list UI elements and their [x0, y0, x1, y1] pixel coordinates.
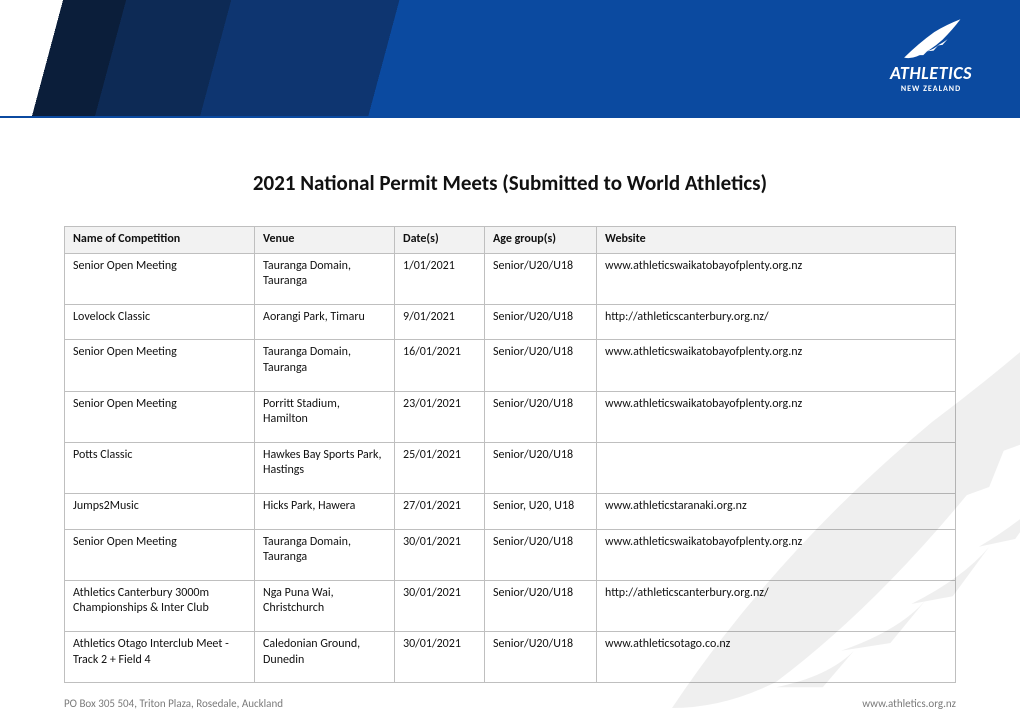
cell-venue: Caledonian Ground, Dunedin: [255, 631, 395, 682]
cell-venue: Hicks Park, Hawera: [255, 493, 395, 529]
cell-age: Senior/U20/U18: [485, 304, 597, 340]
cell-website: www.athleticswaikatobayofplenty.org.nz: [597, 391, 956, 442]
cell-website: www.athleticswaikatobayofplenty.org.nz: [597, 529, 956, 580]
cell-date: 23/01/2021: [395, 391, 485, 442]
col-name: Name of Competition: [65, 227, 255, 254]
col-website: Website: [597, 227, 956, 254]
cell-date: 25/01/2021: [395, 442, 485, 493]
cell-name: Senior Open Meeting: [65, 253, 255, 304]
content-area: 2021 National Permit Meets (Submitted to…: [0, 118, 1020, 683]
cell-name: Senior Open Meeting: [65, 529, 255, 580]
cell-website: [597, 442, 956, 493]
table-row: Potts Classic Hawkes Bay Sports Park, Ha…: [65, 442, 956, 493]
cell-date: 16/01/2021: [395, 340, 485, 391]
cell-date: 30/01/2021: [395, 580, 485, 631]
cell-venue: Nga Puna Wai, Christchurch: [255, 580, 395, 631]
brand-title: ATHLETICS: [890, 64, 972, 82]
cell-website: http://athleticscanterbury.org.nz/: [597, 580, 956, 631]
table-row: Athletics Canterbury 3000m Championships…: [65, 580, 956, 631]
cell-website: http://athleticscanterbury.org.nz/: [597, 304, 956, 340]
cell-venue: Hawkes Bay Sports Park, Hastings: [255, 442, 395, 493]
cell-website: www.athleticswaikatobayofplenty.org.nz: [597, 340, 956, 391]
cell-age: Senior/U20/U18: [485, 253, 597, 304]
table-body: Senior Open Meeting Tauranga Domain, Tau…: [65, 253, 956, 683]
cell-age: Senior, U20, U18: [485, 493, 597, 529]
cell-age: Senior/U20/U18: [485, 529, 597, 580]
brand-logo: ATHLETICS NEW ZEALAND: [890, 18, 972, 94]
cell-venue: Tauranga Domain, Tauranga: [255, 340, 395, 391]
col-date: Date(s): [395, 227, 485, 254]
cell-age: Senior/U20/U18: [485, 442, 597, 493]
cell-age: Senior/U20/U18: [485, 340, 597, 391]
brand-subtitle: NEW ZEALAND: [901, 84, 961, 94]
cell-website: www.athleticstaranaki.org.nz: [597, 493, 956, 529]
header-band: ATHLETICS NEW ZEALAND: [0, 0, 1020, 118]
footer-address: PO Box 305 504, Triton Plaza, Rosedale, …: [64, 697, 283, 710]
cell-venue: Tauranga Domain, Tauranga: [255, 253, 395, 304]
fern-icon: [899, 18, 963, 62]
cell-date: 30/01/2021: [395, 529, 485, 580]
cell-website: www.athleticsotago.co.nz: [597, 631, 956, 682]
cell-name: Senior Open Meeting: [65, 391, 255, 442]
table-row: Senior Open Meeting Porritt Stadium, Ham…: [65, 391, 956, 442]
cell-name: Senior Open Meeting: [65, 340, 255, 391]
cell-date: 1/01/2021: [395, 253, 485, 304]
cell-date: 27/01/2021: [395, 493, 485, 529]
cell-name: Athletics Canterbury 3000m Championships…: [65, 580, 255, 631]
cell-name: Lovelock Classic: [65, 304, 255, 340]
cell-venue: Aorangi Park, Timaru: [255, 304, 395, 340]
cell-age: Senior/U20/U18: [485, 631, 597, 682]
cell-age: Senior/U20/U18: [485, 580, 597, 631]
cell-age: Senior/U20/U18: [485, 391, 597, 442]
table-row: Senior Open Meeting Tauranga Domain, Tau…: [65, 253, 956, 304]
permit-meets-table: Name of Competition Venue Date(s) Age gr…: [64, 226, 956, 683]
cell-date: 30/01/2021: [395, 631, 485, 682]
cell-name: Jumps2Music: [65, 493, 255, 529]
page-title: 2021 National Permit Meets (Submitted to…: [64, 170, 956, 196]
cell-venue: Tauranga Domain, Tauranga: [255, 529, 395, 580]
col-venue: Venue: [255, 227, 395, 254]
footer: PO Box 305 504, Triton Plaza, Rosedale, …: [0, 686, 1020, 720]
cell-venue: Porritt Stadium, Hamilton: [255, 391, 395, 442]
table-row: Senior Open Meeting Tauranga Domain, Tau…: [65, 529, 956, 580]
cell-website: www.athleticswaikatobayofplenty.org.nz: [597, 253, 956, 304]
table-header-row: Name of Competition Venue Date(s) Age gr…: [65, 227, 956, 254]
cell-date: 9/01/2021: [395, 304, 485, 340]
cell-name: Potts Classic: [65, 442, 255, 493]
table-row: Athletics Otago Interclub Meet - Track 2…: [65, 631, 956, 682]
cell-name: Athletics Otago Interclub Meet - Track 2…: [65, 631, 255, 682]
table-row: Lovelock Classic Aorangi Park, Timaru 9/…: [65, 304, 956, 340]
col-age: Age group(s): [485, 227, 597, 254]
footer-website: www.athletics.org.nz: [862, 697, 956, 710]
table-row: Senior Open Meeting Tauranga Domain, Tau…: [65, 340, 956, 391]
document-page: ATHLETICS NEW ZEALAND 2021 National Perm…: [0, 0, 1020, 720]
table-row: Jumps2Music Hicks Park, Hawera 27/01/202…: [65, 493, 956, 529]
